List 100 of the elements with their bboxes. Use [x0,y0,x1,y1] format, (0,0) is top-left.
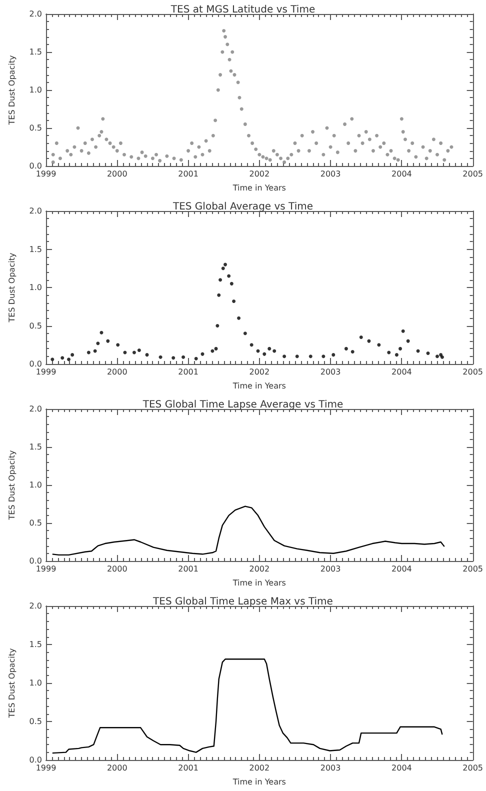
point [106,339,110,343]
y-tick-label: 0.5 [29,717,42,726]
x-tick-label: 2000 [106,564,128,574]
y-tick-label: 1.0 [29,283,42,292]
x-tick-label: 2002 [249,764,270,772]
point [145,353,149,357]
x-axis-title: Time in Years [232,184,286,192]
point [194,356,198,360]
x-tick-label: 2000 [106,170,128,178]
x-tick-label: 2005 [462,170,483,178]
x-tick-label: 2001 [178,764,198,772]
point [158,355,162,359]
point [86,350,90,354]
x-tick-label: 2005 [462,368,483,376]
point [272,349,276,353]
y-axis-title: TES Dust Opacity [8,55,16,126]
point [308,354,312,358]
point [250,343,254,347]
x-tick-label: 2001 [178,368,198,376]
y-tick-label: 0.0 [29,556,42,566]
y-tick-label: 0.5 [29,124,42,132]
point [243,332,247,336]
y-tick-label: 0.0 [29,162,42,170]
line-series [52,658,443,754]
x-tick-label: 2004 [392,368,412,376]
x-tick-label: 2003 [320,368,341,376]
y-tick-label: 2.0 [29,404,42,414]
point [344,346,348,350]
x-axis-title: Time in Years [232,578,286,588]
point [268,346,272,350]
y-axis-title: TES Dust Opacity [8,648,16,719]
point [172,356,176,360]
x-tick-label: 2005 [462,764,483,772]
y-tick-label: 2.0 [29,206,42,216]
point [401,329,405,333]
x-tick-label: 2002 [249,170,270,178]
y-tick-label: 2.0 [29,602,42,610]
y-tick-label: 1.0 [29,86,42,94]
point [50,358,54,362]
point [406,339,410,343]
x-axis-title: Time in Years [232,382,286,390]
x-tick-label: 1999 [36,564,56,574]
point [322,354,326,358]
point [224,262,228,266]
point [394,353,398,357]
y-axis-title: TES Dust Opacity [8,450,16,521]
point [96,342,100,346]
point [216,324,220,328]
chart-title: TES Global Average vs Time [172,202,314,212]
x-tick-label: 2000 [106,764,128,772]
y-tick-label: 1.5 [29,640,42,649]
point [350,350,354,354]
point [218,278,222,282]
point [332,353,336,357]
x-tick-label: 2004 [392,170,412,178]
y-tick-label: 1.5 [29,442,42,452]
y-axis-title: TES Dust Opacity [8,252,16,324]
y-tick-label: 1.5 [29,244,42,254]
y-tick-label: 2.0 [29,10,42,18]
x-tick-label: 2004 [392,764,412,772]
chart-title: TES Global Time Lapse Average vs Time [142,400,344,410]
point [70,353,74,357]
y-tick-label: 1.0 [29,480,42,490]
point [262,352,266,356]
point [137,348,141,352]
point [221,266,225,270]
x-tick-label: 2001 [178,564,198,574]
point [214,346,218,350]
x-tick-label: 2002 [249,564,270,574]
x-tick-label: 1999 [36,170,56,178]
point [359,335,363,339]
point [100,330,104,334]
point [232,300,236,304]
y-tick-label: 1.5 [29,48,42,56]
point [237,316,241,320]
x-tick-label: 2001 [178,170,198,178]
point [295,354,299,358]
point [182,355,186,359]
x-tick-label: 2003 [320,170,341,178]
x-tick-label: 2000 [106,368,128,376]
point [377,343,381,347]
chart-title: TES Global Time Lapse Max vs Time [152,596,333,608]
x-tick-label: 1999 [36,764,56,772]
point [282,354,286,358]
x-tick-label: 2003 [320,564,341,574]
y-tick-label: 0.0 [29,360,42,368]
x-tick-label: 2005 [462,564,483,574]
point [132,350,136,354]
y-tick-label: 1.0 [29,678,42,688]
point [436,354,439,358]
point [387,350,391,354]
point [398,346,402,350]
y-tick-label: 0.0 [29,756,42,764]
x-tick-label: 2004 [392,564,412,574]
point [227,274,231,278]
point [217,293,221,297]
x-tick-label: 1999 [36,368,56,376]
y-tick-label: 0.5 [29,518,42,528]
x-tick-label: 2003 [320,764,341,772]
chart-title: TES at MGS Latitude vs Time [170,4,316,16]
